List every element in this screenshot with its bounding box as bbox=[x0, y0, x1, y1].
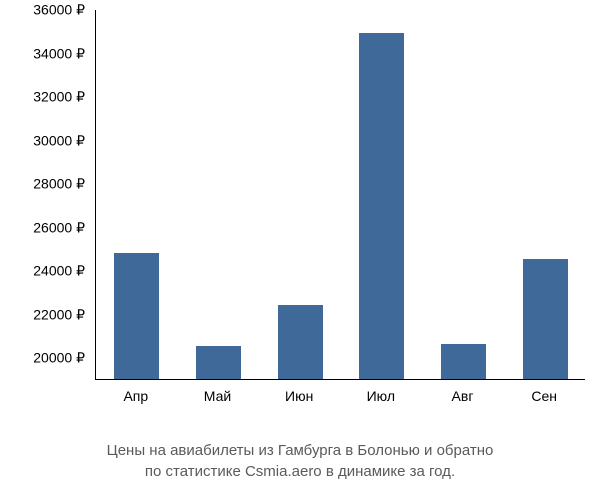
bar bbox=[441, 344, 486, 379]
bar bbox=[196, 346, 241, 379]
x-tick-label: Июл bbox=[367, 388, 395, 404]
bar bbox=[523, 259, 568, 379]
y-tick-label: 26000 ₽ bbox=[33, 219, 85, 236]
plot-area bbox=[95, 10, 585, 380]
y-tick-label: 28000 ₽ bbox=[33, 176, 85, 193]
x-tick-label: Май bbox=[204, 388, 231, 404]
x-axis-labels: Апр Май Июн Июл Авг Сен bbox=[95, 388, 585, 413]
x-tick-label: Сен bbox=[531, 388, 557, 404]
caption-line-1: Цены на авиабилеты из Гамбурга в Болонью… bbox=[0, 440, 600, 461]
y-axis: 20000 ₽ 22000 ₽ 24000 ₽ 26000 ₽ 28000 ₽ 30000… bbox=[10, 10, 90, 380]
y-tick-label: 30000 ₽ bbox=[33, 132, 85, 149]
y-tick-label: 34000 ₽ bbox=[33, 45, 85, 62]
chart-container: 20000 ₽ 22000 ₽ 24000 ₽ 26000 ₽ 28000 ₽ 30000… bbox=[10, 10, 590, 430]
y-tick-label: 32000 ₽ bbox=[33, 89, 85, 106]
x-tick-label: Июн bbox=[285, 388, 313, 404]
caption-line-2: по статистике Csmia.aero в динамике за г… bbox=[0, 461, 600, 482]
y-tick-label: 24000 ₽ bbox=[33, 263, 85, 280]
x-tick-label: Апр bbox=[123, 388, 148, 404]
y-tick-label: 20000 ₽ bbox=[33, 350, 85, 367]
bar bbox=[114, 253, 159, 379]
y-tick-label: 36000 ₽ bbox=[33, 2, 85, 19]
chart-caption: Цены на авиабилеты из Гамбурга в Болонью… bbox=[0, 440, 600, 482]
bar bbox=[359, 33, 404, 379]
y-tick-label: 22000 ₽ bbox=[33, 306, 85, 323]
x-tick-label: Авг bbox=[452, 388, 474, 404]
bar bbox=[278, 305, 323, 379]
